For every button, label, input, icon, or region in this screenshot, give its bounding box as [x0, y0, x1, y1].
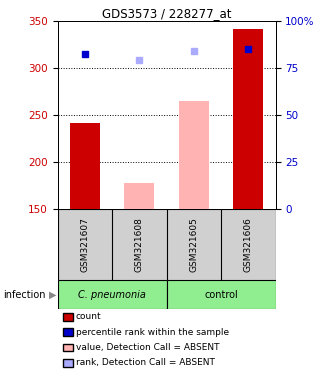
Text: GSM321605: GSM321605: [189, 217, 198, 272]
Text: ▶: ▶: [49, 290, 56, 300]
Text: percentile rank within the sample: percentile rank within the sample: [76, 328, 229, 337]
Text: GSM321608: GSM321608: [135, 217, 144, 272]
Bar: [70, 123, 100, 209]
Text: C. pneumonia: C. pneumonia: [78, 290, 146, 300]
Bar: [233, 29, 263, 209]
Bar: [58, 280, 167, 309]
Bar: [124, 183, 154, 209]
Text: rank, Detection Call = ABSENT: rank, Detection Call = ABSENT: [76, 358, 215, 367]
Text: count: count: [76, 312, 102, 321]
Text: value, Detection Call = ABSENT: value, Detection Call = ABSENT: [76, 343, 219, 352]
Text: control: control: [204, 290, 238, 300]
Title: GDS3573 / 228277_at: GDS3573 / 228277_at: [102, 7, 231, 20]
Bar: [167, 280, 276, 309]
Text: infection: infection: [3, 290, 46, 300]
Text: GSM321607: GSM321607: [81, 217, 89, 272]
Bar: [179, 101, 209, 209]
Text: GSM321606: GSM321606: [244, 217, 253, 272]
